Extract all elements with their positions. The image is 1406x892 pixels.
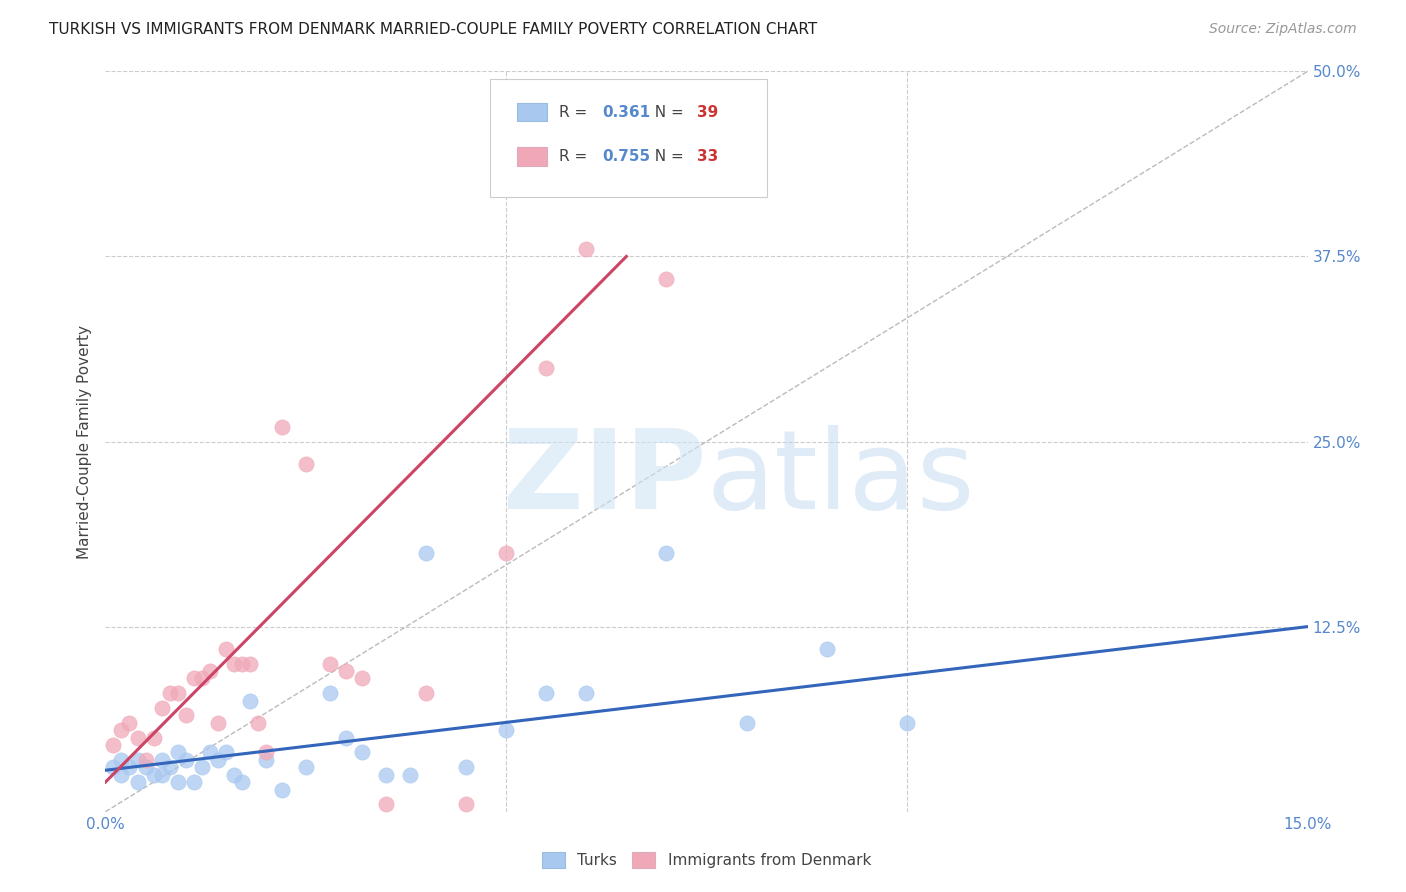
- Point: [207, 753, 229, 767]
- Point: [127, 731, 149, 745]
- Point: [495, 723, 517, 738]
- Point: [222, 657, 245, 671]
- Text: N =: N =: [645, 104, 689, 120]
- Point: [616, 153, 638, 168]
- Point: [150, 701, 173, 715]
- Point: [655, 546, 678, 560]
- Point: [110, 767, 132, 781]
- Point: [350, 746, 373, 760]
- Point: [142, 731, 165, 745]
- Point: [166, 746, 188, 760]
- Text: 0.755: 0.755: [602, 149, 650, 164]
- Point: [135, 760, 157, 774]
- Point: [454, 760, 477, 774]
- Point: [198, 746, 221, 760]
- Point: [198, 664, 221, 678]
- Text: Source: ZipAtlas.com: Source: ZipAtlas.com: [1209, 22, 1357, 37]
- Point: [399, 767, 422, 781]
- Point: [190, 760, 212, 774]
- Text: 33: 33: [697, 149, 718, 164]
- Legend: Turks, Immigrants from Denmark: Turks, Immigrants from Denmark: [536, 847, 877, 874]
- Point: [214, 746, 236, 760]
- FancyBboxPatch shape: [516, 103, 547, 121]
- Point: [110, 723, 132, 738]
- Point: [374, 767, 398, 781]
- Point: [655, 271, 678, 285]
- Point: [254, 753, 277, 767]
- Point: [214, 641, 236, 656]
- Point: [575, 686, 598, 700]
- Point: [103, 760, 125, 774]
- Point: [127, 775, 149, 789]
- Point: [415, 546, 437, 560]
- Text: 0.361: 0.361: [602, 104, 650, 120]
- Point: [415, 686, 437, 700]
- Point: [350, 672, 373, 686]
- Point: [270, 419, 292, 434]
- Point: [815, 641, 838, 656]
- Point: [207, 715, 229, 730]
- Text: N =: N =: [645, 149, 689, 164]
- Point: [150, 753, 173, 767]
- Point: [319, 657, 342, 671]
- Point: [246, 715, 269, 730]
- Text: R =: R =: [558, 104, 592, 120]
- Point: [534, 360, 557, 375]
- Point: [495, 546, 517, 560]
- Point: [534, 686, 557, 700]
- Y-axis label: Married-Couple Family Poverty: Married-Couple Family Poverty: [77, 325, 93, 558]
- Text: ZIP: ZIP: [503, 425, 707, 532]
- Point: [183, 672, 205, 686]
- Point: [174, 708, 197, 723]
- Point: [239, 694, 262, 708]
- Point: [896, 715, 918, 730]
- Point: [142, 767, 165, 781]
- Point: [174, 753, 197, 767]
- Point: [319, 686, 342, 700]
- Text: TURKISH VS IMMIGRANTS FROM DENMARK MARRIED-COUPLE FAMILY POVERTY CORRELATION CHA: TURKISH VS IMMIGRANTS FROM DENMARK MARRI…: [49, 22, 817, 37]
- Point: [295, 760, 318, 774]
- Point: [135, 753, 157, 767]
- Point: [118, 760, 141, 774]
- FancyBboxPatch shape: [516, 147, 547, 166]
- Point: [150, 767, 173, 781]
- Text: 39: 39: [697, 104, 718, 120]
- Point: [166, 686, 188, 700]
- Text: atlas: atlas: [707, 425, 974, 532]
- Point: [222, 767, 245, 781]
- Point: [454, 797, 477, 812]
- Point: [231, 775, 253, 789]
- Point: [735, 715, 758, 730]
- Point: [159, 760, 181, 774]
- Point: [239, 657, 262, 671]
- Point: [183, 775, 205, 789]
- Text: R =: R =: [558, 149, 592, 164]
- Point: [335, 731, 357, 745]
- Point: [118, 715, 141, 730]
- Point: [159, 686, 181, 700]
- Point: [231, 657, 253, 671]
- FancyBboxPatch shape: [491, 78, 766, 197]
- Point: [254, 746, 277, 760]
- Point: [335, 664, 357, 678]
- Point: [166, 775, 188, 789]
- Point: [110, 753, 132, 767]
- Point: [103, 738, 125, 752]
- Point: [270, 782, 292, 797]
- Point: [575, 242, 598, 256]
- Point: [374, 797, 398, 812]
- Point: [127, 753, 149, 767]
- Point: [190, 672, 212, 686]
- Point: [295, 457, 318, 471]
